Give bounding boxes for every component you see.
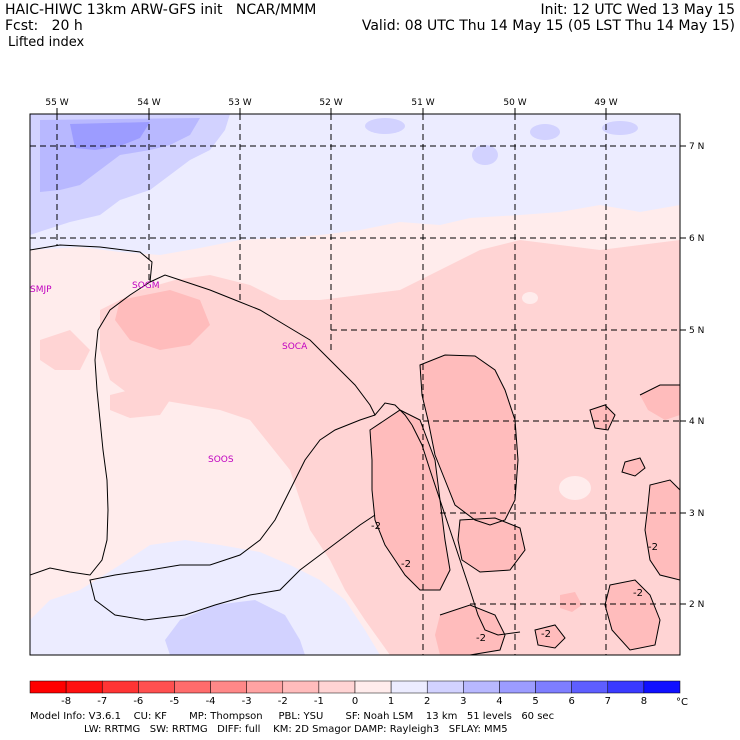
colorbar-swatch: [138, 680, 175, 694]
valid-time: Valid: 08 UTC Thu 14 May 15 (05 LST Thu …: [361, 18, 735, 34]
colorbar-swatch: [210, 680, 247, 694]
colorbar: -8 -7 -6 -5 -4 -3 -2 -1 0 1 2 3 4 5 6 7 8: [29, 680, 681, 707]
lat-label: 6 N: [689, 234, 704, 244]
colorbar-unit: °C: [676, 697, 688, 708]
contour-label: -2: [541, 629, 551, 640]
contour-label: -2: [371, 521, 381, 532]
lat-label: 7 N: [689, 142, 704, 152]
colorbar-label: 5: [532, 696, 538, 707]
station-label: SMJP: [30, 285, 52, 295]
lifted-index-field: [30, 114, 680, 655]
country-borders: [30, 244, 521, 636]
lon-label: 53 W: [228, 98, 251, 108]
lat-label: 3 N: [689, 509, 704, 519]
colorbar-swatch: [607, 680, 645, 694]
contour-label: -2: [476, 633, 486, 644]
graticule: [30, 114, 680, 655]
colorbar-swatch: [174, 680, 211, 694]
lon-label: 49 W: [594, 98, 617, 108]
contour-label: -2: [648, 542, 658, 553]
colorbar-swatch: [426, 680, 464, 694]
init-time: Init: 12 UTC Wed 13 May 15: [540, 2, 735, 18]
model-info-line1: Model Info: V3.6.1 CU: KF MP: Thompson P…: [30, 711, 555, 722]
colorbar-label: -3: [242, 696, 252, 707]
contour-label: -2: [401, 559, 411, 570]
colorbar-swatch: [246, 680, 284, 694]
colorbar-label: -2: [278, 696, 288, 707]
colorbar-swatch: [354, 680, 392, 694]
lon-label: 54 W: [137, 98, 160, 108]
lon-label: 55 W: [45, 98, 68, 108]
colorbar-label: 4: [496, 696, 502, 707]
colorbar-label: 1: [388, 696, 394, 707]
map-frame: [29, 113, 681, 656]
colorbar-label: 2: [424, 696, 430, 707]
colorbar-label: 0: [352, 696, 358, 707]
colorbar-swatch: [463, 680, 500, 694]
colorbar-label: -7: [97, 696, 107, 707]
colorbar-label: 7: [605, 696, 611, 707]
model-title: HAIC-HIWC 13km ARW-GFS init NCAR/MMM: [5, 2, 317, 18]
station-label: SOGM: [132, 281, 160, 291]
colorbar-label: -4: [206, 696, 216, 707]
lat-label: 2 N: [689, 600, 704, 610]
lat-label: 4 N: [689, 417, 704, 427]
contour-label: -2: [633, 588, 643, 599]
colorbar-label: -1: [314, 696, 324, 707]
colorbar-swatch: [282, 680, 320, 694]
colorbar-label: 6: [568, 696, 574, 707]
colorbar-swatch: [65, 680, 103, 694]
forecast-hour: Fcst: 20 h: [5, 18, 83, 34]
colorbar-swatch: [535, 680, 572, 694]
colorbar-swatch: [571, 680, 609, 694]
colorbar-label: -6: [133, 696, 143, 707]
colorbar-label: 8: [641, 696, 647, 707]
lon-label: 51 W: [411, 98, 434, 108]
contour-lines: [369, 354, 680, 655]
colorbar-swatch: [318, 680, 356, 694]
station-label: SOCA: [282, 342, 308, 352]
station-label: SOOS: [208, 455, 234, 465]
colorbar-swatch: [29, 680, 67, 694]
lon-label: 52 W: [319, 98, 342, 108]
model-info-line2: LW: RRTMG SW: RRTMG DIFF: full KM: 2D Sm…: [30, 724, 508, 735]
field-name: Lifted index: [8, 35, 85, 50]
colorbar-swatch: [643, 680, 681, 694]
lon-label: 50 W: [503, 98, 526, 108]
colorbar-label: 3: [460, 696, 466, 707]
colorbar-swatch: [101, 680, 139, 694]
colorbar-label: -5: [169, 696, 179, 707]
colorbar-swatch: [499, 680, 536, 694]
colorbar-swatch: [390, 680, 428, 694]
axis-ticks: [56, 108, 686, 605]
lat-label: 5 N: [689, 326, 704, 336]
colorbar-label: -8: [61, 696, 71, 707]
